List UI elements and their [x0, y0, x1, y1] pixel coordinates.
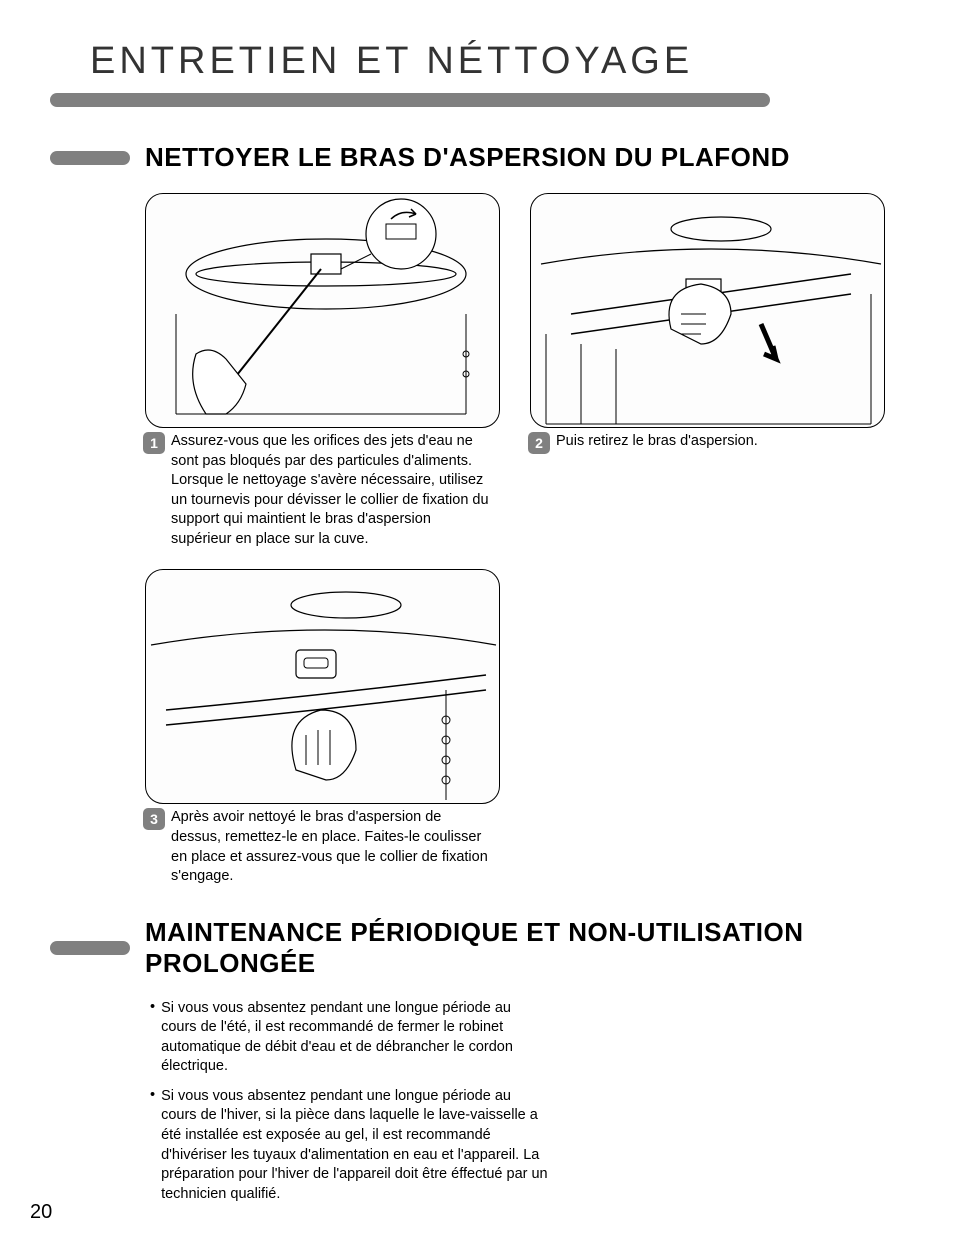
step-3-text: Après avoir nettoyé le bras d'aspersion … [171, 808, 491, 886]
step-badge-2: 2 [528, 432, 550, 454]
section-bullet-icon [50, 941, 130, 955]
bullet-2-text: Si vous vous absentez pendant une longue… [161, 1087, 550, 1204]
section2-heading-row: MAINTENANCE PÉRIODIQUE ET NON-UTILISATIO… [50, 917, 904, 979]
step-3: 3 Après avoir nettoyé le bras d'aspersio… [145, 569, 500, 886]
section1-heading-row: NETTOYER LE BRAS D'ASPERSION DU PLAFOND [50, 142, 904, 173]
step-2: 2 Puis retirez le bras d'aspersion. [530, 193, 885, 549]
page-title: ENTRETIEN ET NÉTTOYAGE [90, 40, 904, 83]
bullet-item: • Si vous vous absentez pendant une long… [150, 999, 550, 1077]
section1-heading: NETTOYER LE BRAS D'ASPERSION DU PLAFOND [145, 142, 790, 173]
step-1-text: Assurez-vous que les orifices des jets d… [171, 432, 491, 549]
step-2-figure [530, 193, 885, 428]
section2-heading: MAINTENANCE PÉRIODIQUE ET NON-UTILISATIO… [145, 917, 904, 979]
bullet-1-text: Si vous vous absentez pendant une longue… [161, 999, 550, 1077]
step-3-figure [145, 569, 500, 804]
steps-grid: 1 Assurez-vous que les orifices des jets… [145, 193, 844, 887]
step-badge-3: 3 [143, 808, 165, 830]
step-2-text: Puis retirez le bras d'aspersion. [556, 432, 758, 452]
page-number: 20 [30, 1201, 52, 1224]
title-underline [50, 93, 770, 107]
bullet-dot-icon: • [150, 1087, 155, 1103]
step-1: 1 Assurez-vous que les orifices des jets… [145, 193, 500, 549]
bullet-dot-icon: • [150, 999, 155, 1015]
step-badge-1: 1 [143, 432, 165, 454]
bullets-list: • Si vous vous absentez pendant une long… [150, 999, 550, 1205]
bullet-item: • Si vous vous absentez pendant une long… [150, 1087, 550, 1204]
step-1-figure [145, 193, 500, 428]
section-bullet-icon [50, 151, 130, 165]
